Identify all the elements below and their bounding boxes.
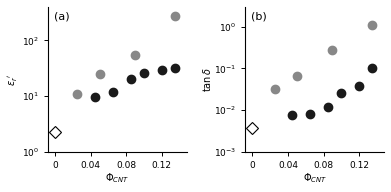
Text: (a): (a) <box>54 11 69 21</box>
X-axis label: $\Phi_{CNT}$: $\Phi_{CNT}$ <box>105 171 129 185</box>
Y-axis label: $\tan\delta$: $\tan\delta$ <box>201 67 213 92</box>
Text: (b): (b) <box>251 11 267 21</box>
Y-axis label: $\varepsilon_r$$'$: $\varepsilon_r$$'$ <box>7 73 20 85</box>
X-axis label: $\Phi_{CNT}$: $\Phi_{CNT}$ <box>303 171 327 185</box>
